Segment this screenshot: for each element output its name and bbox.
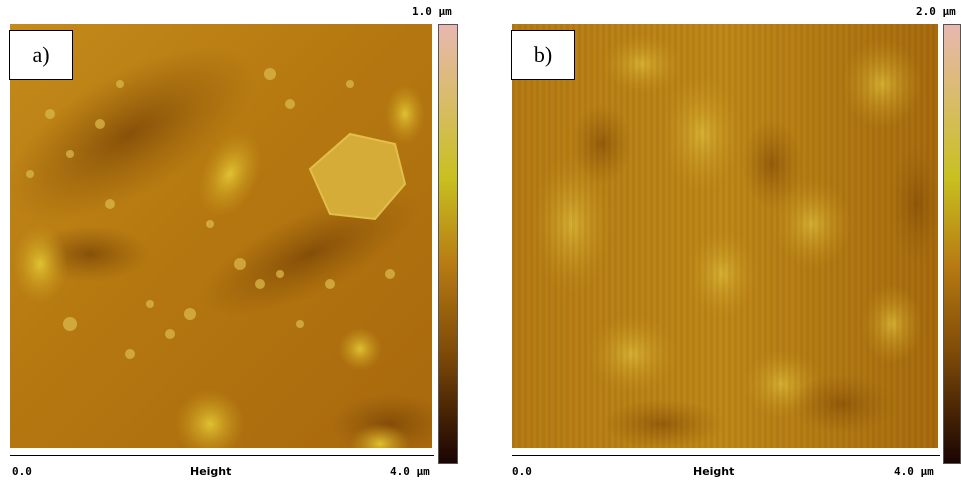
z-color-scale-bar <box>438 24 458 464</box>
afm-height-image-a <box>10 24 432 448</box>
z-color-scale-bar <box>943 24 961 464</box>
afm-image-a-graphic <box>10 24 432 448</box>
afm-height-image-b <box>512 24 938 448</box>
x-axis-line <box>512 455 940 456</box>
afm-image-b-graphic <box>512 24 938 448</box>
afm-panel-b: 2.0 µm <box>500 0 961 483</box>
x-axis-min-label: 0.0 <box>512 465 532 478</box>
panel-label: a) <box>9 30 73 80</box>
z-scale-max-label: 2.0 µm <box>916 5 956 18</box>
x-axis-line <box>10 455 434 456</box>
x-axis-min-label: 0.0 <box>12 465 32 478</box>
afm-panel-a: 1.0 µm <box>0 0 480 483</box>
x-axis-title: Height <box>693 465 735 478</box>
x-axis-max-label: 4.0 µm <box>390 465 430 478</box>
z-scale-max-label: 1.0 µm <box>412 5 452 18</box>
panel-label: b) <box>511 30 575 80</box>
x-axis-title: Height <box>190 465 232 478</box>
x-axis-max-label: 4.0 µm <box>894 465 934 478</box>
